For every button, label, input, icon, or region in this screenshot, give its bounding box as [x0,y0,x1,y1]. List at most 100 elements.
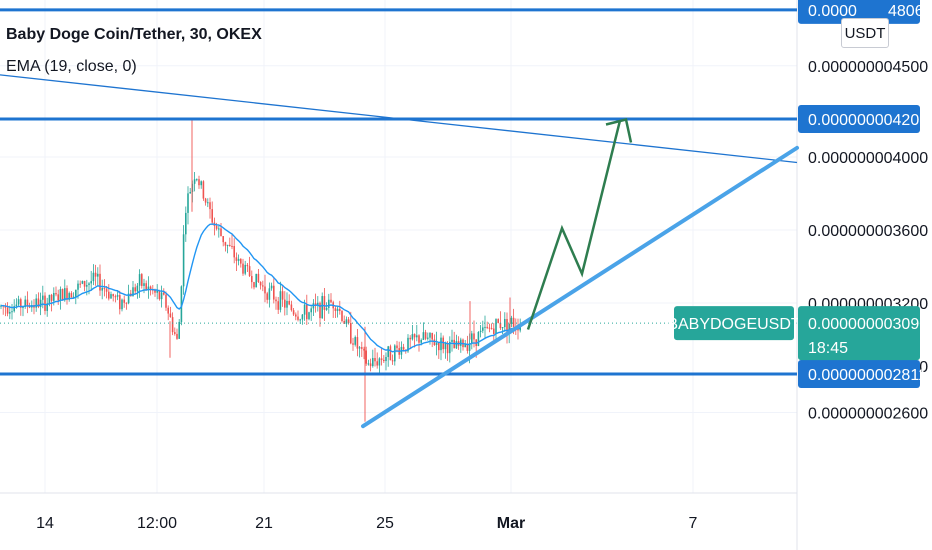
candle [167,305,169,321]
candle [105,285,108,299]
candle [372,349,374,368]
candle [451,329,453,352]
candle [66,285,68,305]
candle [306,294,308,326]
candle [94,264,97,286]
candle [486,321,488,330]
candle [156,284,158,300]
candle [314,293,317,313]
candle [341,309,343,323]
level-price-label: 0.000000002811 [808,367,927,384]
candle [17,295,20,307]
candle [438,342,440,359]
candle [226,244,229,254]
candle [9,305,11,320]
last-price-badge [798,306,920,361]
symbol-label: BABYDOGEUSDT [667,316,801,333]
candle [121,298,123,312]
chart-title: Baby Doge Coin/Tether, 30, OKEX [6,26,262,43]
last-price-label: 0.000000003090 [808,316,928,333]
level-price-badge [798,105,920,134]
candle [490,323,493,330]
candle [209,197,211,219]
projection-path [526,120,622,330]
indicator-legend[interactable]: EMA (19, close, 0) [6,58,137,75]
candle [119,290,121,315]
candle [257,268,260,283]
candle [284,291,286,316]
candle [510,315,513,328]
level-price-label-tail: 4806 [888,3,924,20]
candle [308,311,310,321]
candle [125,302,128,310]
candle [112,293,114,302]
candle [383,355,385,363]
candle [444,341,447,359]
time-tick-label: 12:00 [137,515,177,532]
candle [442,335,444,354]
candle [431,332,433,348]
candle [248,256,251,278]
candle [310,306,312,321]
candle [13,299,15,313]
candle [413,333,416,348]
price-tick-label: 0.000000002600 [808,406,928,423]
candle [134,283,136,294]
candle [424,329,427,341]
candle [391,354,394,365]
candle [389,344,392,361]
candle [202,180,205,201]
candle [343,315,345,324]
candle [193,171,196,192]
candle [411,325,414,341]
candle [501,327,504,334]
candle [264,274,266,303]
currency-selector[interactable]: USDT [841,18,889,48]
candle [189,187,191,194]
candle [369,358,372,372]
price-tick-label: 0.000000003600 [808,223,928,240]
candle [229,237,231,247]
candle [224,241,227,252]
candle [462,338,464,351]
candle [185,206,187,242]
candle [409,335,411,350]
candle [198,175,200,189]
candle [253,281,255,290]
candle [499,311,502,331]
candle [455,334,458,349]
candle [323,288,326,322]
candle [99,264,101,296]
candle [178,319,180,339]
candle [160,285,163,308]
candle [422,322,425,341]
candle [64,279,66,302]
candle [363,346,365,360]
candle [380,347,383,366]
candle [292,307,295,317]
candle [328,293,330,314]
candle [11,303,13,320]
candle [356,328,359,357]
candle [187,186,189,225]
candle [218,226,220,238]
candle [26,291,29,314]
candle [114,294,117,303]
candle [207,198,209,208]
candle [268,282,271,308]
time-tick-label: 21 [255,515,273,532]
candle [110,291,112,299]
candle [290,300,293,312]
ascending-trendline [361,145,799,429]
candle [435,331,438,356]
candle [46,297,48,317]
candle [101,279,103,300]
candle [354,335,356,347]
candle [165,291,167,311]
candle [244,260,246,276]
candle [352,337,354,351]
candle [378,357,381,375]
candle [6,302,9,317]
candle [440,332,442,361]
